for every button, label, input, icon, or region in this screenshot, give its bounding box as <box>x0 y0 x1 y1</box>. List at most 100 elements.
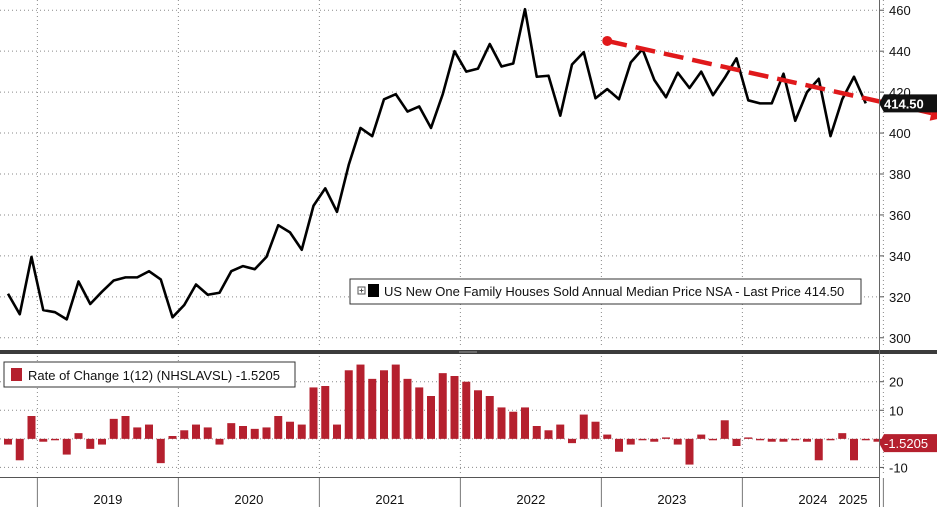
roc-bar <box>720 420 729 439</box>
roc-bar <box>344 370 353 439</box>
roc-bar <box>180 430 189 439</box>
roc-bar <box>109 418 118 439</box>
roc-bar <box>415 387 424 439</box>
roc-bar <box>215 438 224 445</box>
roc-bar <box>861 438 870 441</box>
roc-bar <box>192 424 200 439</box>
x-axis-separator <box>0 477 880 478</box>
roc-bar <box>568 438 576 444</box>
roc-bars <box>4 364 894 465</box>
roc-bar <box>450 376 459 439</box>
roc-bar <box>779 438 788 442</box>
roc-bar <box>650 438 659 442</box>
roc-last-value-label: -1.5205 <box>884 436 928 451</box>
roc-bar <box>380 370 388 439</box>
roc-bar <box>709 438 717 441</box>
last-price-label: 414.50 <box>884 96 924 111</box>
roc-bar <box>532 426 541 439</box>
top-y-tick-label: 360 <box>889 208 911 223</box>
roc-legend-label: Rate of Change 1(12) (NHSLAVSL) -1.5205 <box>28 368 280 383</box>
roc-bar <box>86 438 95 449</box>
roc-last-value-marker: -1.5205 <box>879 434 937 453</box>
roc-bar <box>591 421 600 439</box>
x-axis: 2019 2020 2021 2022 2023 2024 2025 <box>36 478 884 507</box>
roc-legend-box <box>3 361 296 388</box>
top-y-tick-label: 300 <box>889 331 911 346</box>
roc-bar <box>203 427 212 439</box>
roc-bar <box>250 428 259 439</box>
roc-bar <box>227 423 236 439</box>
roc-bar <box>62 438 71 455</box>
x-tick-label: 2024 <box>798 492 827 507</box>
roc-bar <box>168 436 177 439</box>
roc-bar <box>121 416 130 439</box>
roc-bar <box>27 416 36 439</box>
roc-bar <box>497 407 506 439</box>
roc-bar <box>521 407 529 439</box>
roc-bar <box>39 438 48 442</box>
roc-bar <box>4 438 12 445</box>
roc-bar <box>556 424 565 439</box>
roc-bar <box>744 437 753 439</box>
roc-bar <box>615 438 623 452</box>
x-tick-label: 2020 <box>234 492 263 507</box>
roc-bar <box>462 381 471 439</box>
roc-bar <box>850 438 858 461</box>
roc-bar <box>767 438 776 442</box>
roc-bar <box>485 396 494 439</box>
x-tick-label: 2019 <box>93 492 122 507</box>
roc-bar <box>368 378 377 439</box>
roc-bar <box>509 411 518 439</box>
last-price-marker: 414.50 <box>879 94 937 113</box>
price-legend-box <box>349 278 862 305</box>
roc-bar <box>603 434 612 439</box>
top-y-tick-label: 400 <box>889 126 911 141</box>
roc-bar <box>274 416 283 439</box>
roc-bar <box>791 438 800 441</box>
right-axis-border <box>879 0 880 507</box>
price-legend-label: US New One Family Houses Sold Annual Med… <box>384 284 844 299</box>
roc-bar <box>826 438 835 441</box>
roc-bar <box>239 426 247 439</box>
top-y-tick-label: 380 <box>889 167 911 182</box>
roc-bar <box>662 437 670 439</box>
roc-bar <box>309 387 318 439</box>
roc-bar <box>133 427 142 439</box>
bottom-y-tick-label: 20 <box>889 375 903 390</box>
roc-bar <box>474 390 482 439</box>
roc-bar <box>756 438 764 441</box>
roc-bar <box>333 424 341 439</box>
price-legend-swatch <box>368 284 379 297</box>
roc-bar <box>391 364 400 439</box>
bottom-y-tick-label: 10 <box>889 403 903 418</box>
roc-bar <box>638 438 647 441</box>
last-price-badge <box>879 94 937 113</box>
roc-bar <box>74 433 83 439</box>
roc-bar <box>356 364 365 439</box>
bottom-panel-y-axis: -10 10 20 <box>879 375 908 475</box>
trend-arrow-shaft <box>606 38 932 116</box>
roc-bar <box>873 438 882 442</box>
roc-bar <box>438 373 447 439</box>
top-y-tick-label: 440 <box>889 44 911 59</box>
roc-bar <box>156 438 165 464</box>
roc-bar <box>838 433 847 439</box>
roc-bar <box>403 378 412 439</box>
roc-bar <box>626 438 635 445</box>
roc-bar <box>321 386 330 439</box>
roc-bar <box>732 438 741 446</box>
roc-bar <box>262 427 271 439</box>
roc-bar <box>145 424 153 439</box>
roc-bar <box>51 438 59 441</box>
x-tick-label: 2023 <box>657 492 686 507</box>
roc-bar <box>427 396 435 439</box>
roc-last-value-badge <box>879 434 937 453</box>
roc-legend-swatch <box>11 368 22 381</box>
roc-legend: Rate of Change 1(12) (NHSLAVSL) -1.5205 <box>3 361 296 388</box>
x-tick-label: 2021 <box>375 492 404 507</box>
x-tick-label: 2025 <box>839 492 868 507</box>
roc-bar <box>286 421 294 439</box>
